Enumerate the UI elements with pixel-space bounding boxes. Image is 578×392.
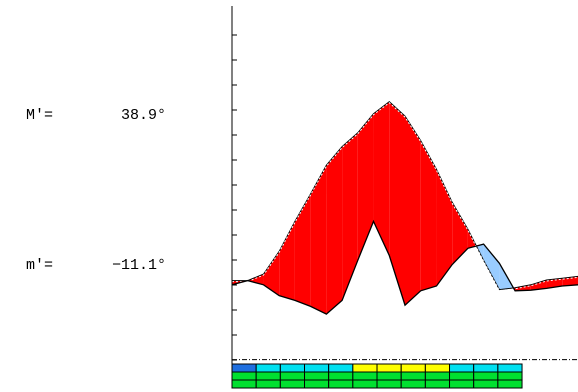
color-strip-cell xyxy=(497,371,523,381)
color-strip-cell xyxy=(376,363,402,373)
color-strip-cell xyxy=(376,371,402,381)
area-segment xyxy=(326,146,343,315)
color-strip-cell xyxy=(328,379,354,389)
min-readout-label: m′= xyxy=(26,257,54,274)
color-strip-cell xyxy=(449,379,475,389)
color-strip-cell xyxy=(449,371,475,381)
color-strip-cell xyxy=(279,363,306,373)
area-fill-group xyxy=(232,101,578,315)
color-strip-cell xyxy=(304,379,330,389)
area-segment xyxy=(420,140,437,291)
color-strip-cell xyxy=(424,371,451,381)
color-strip-cell xyxy=(328,371,354,381)
color-strip-cell xyxy=(255,379,281,389)
area-segment xyxy=(342,132,358,301)
color-strip-cell xyxy=(400,379,426,389)
area-segment xyxy=(373,101,390,256)
color-strip-cell xyxy=(304,363,330,373)
color-strip-cell xyxy=(497,379,523,389)
upper-series-line xyxy=(232,101,578,291)
area-segment xyxy=(405,116,421,306)
color-strip-cell xyxy=(376,379,402,389)
area-segment xyxy=(546,278,563,289)
upper-series-dots xyxy=(232,102,578,292)
color-strip-cell xyxy=(473,363,499,373)
color-strip xyxy=(231,363,523,389)
lower-series-line xyxy=(231,219,578,315)
color-strip-cell xyxy=(231,371,257,381)
area-segment xyxy=(357,113,374,261)
color-strip-cell xyxy=(255,371,281,381)
color-strip-cell xyxy=(231,363,257,373)
color-strip-cell xyxy=(352,363,378,373)
area-segment xyxy=(562,276,578,287)
area-segment xyxy=(389,101,405,306)
color-strip-cell xyxy=(279,371,306,381)
area-segment xyxy=(436,169,453,287)
color-strip-cell xyxy=(255,363,281,373)
color-strip-cell xyxy=(279,379,306,389)
color-strip-cell xyxy=(328,363,354,373)
color-strip-cell xyxy=(497,363,523,373)
color-strip-cell xyxy=(352,379,378,389)
area-segment xyxy=(515,284,531,291)
area-segment xyxy=(294,193,311,307)
color-strip-cell xyxy=(473,379,499,389)
area-segment xyxy=(452,202,468,265)
max-readout: M′= 38.9° xyxy=(8,90,166,124)
area-segment xyxy=(310,165,327,315)
color-strip-cell xyxy=(473,371,499,381)
area-segment xyxy=(530,280,547,291)
area-segment xyxy=(279,221,295,301)
color-strip-cell xyxy=(231,379,257,389)
color-strip-cell xyxy=(352,371,378,381)
y-axis xyxy=(231,6,237,384)
color-strip-cell xyxy=(400,371,426,381)
min-readout-value: −11.1° xyxy=(112,257,167,274)
area-segment xyxy=(263,251,280,296)
color-strip-cell xyxy=(400,363,426,373)
color-strip-cell xyxy=(304,371,330,381)
area-segment xyxy=(483,244,500,290)
min-readout: m′= −11.1° xyxy=(8,240,166,274)
color-strip-cell xyxy=(424,379,451,389)
max-readout-value: 38.9° xyxy=(121,107,167,124)
max-readout-label: M′= xyxy=(26,107,54,124)
color-strip-cell xyxy=(424,363,451,373)
color-strip-cell xyxy=(449,363,475,373)
series-line-group xyxy=(231,101,578,315)
